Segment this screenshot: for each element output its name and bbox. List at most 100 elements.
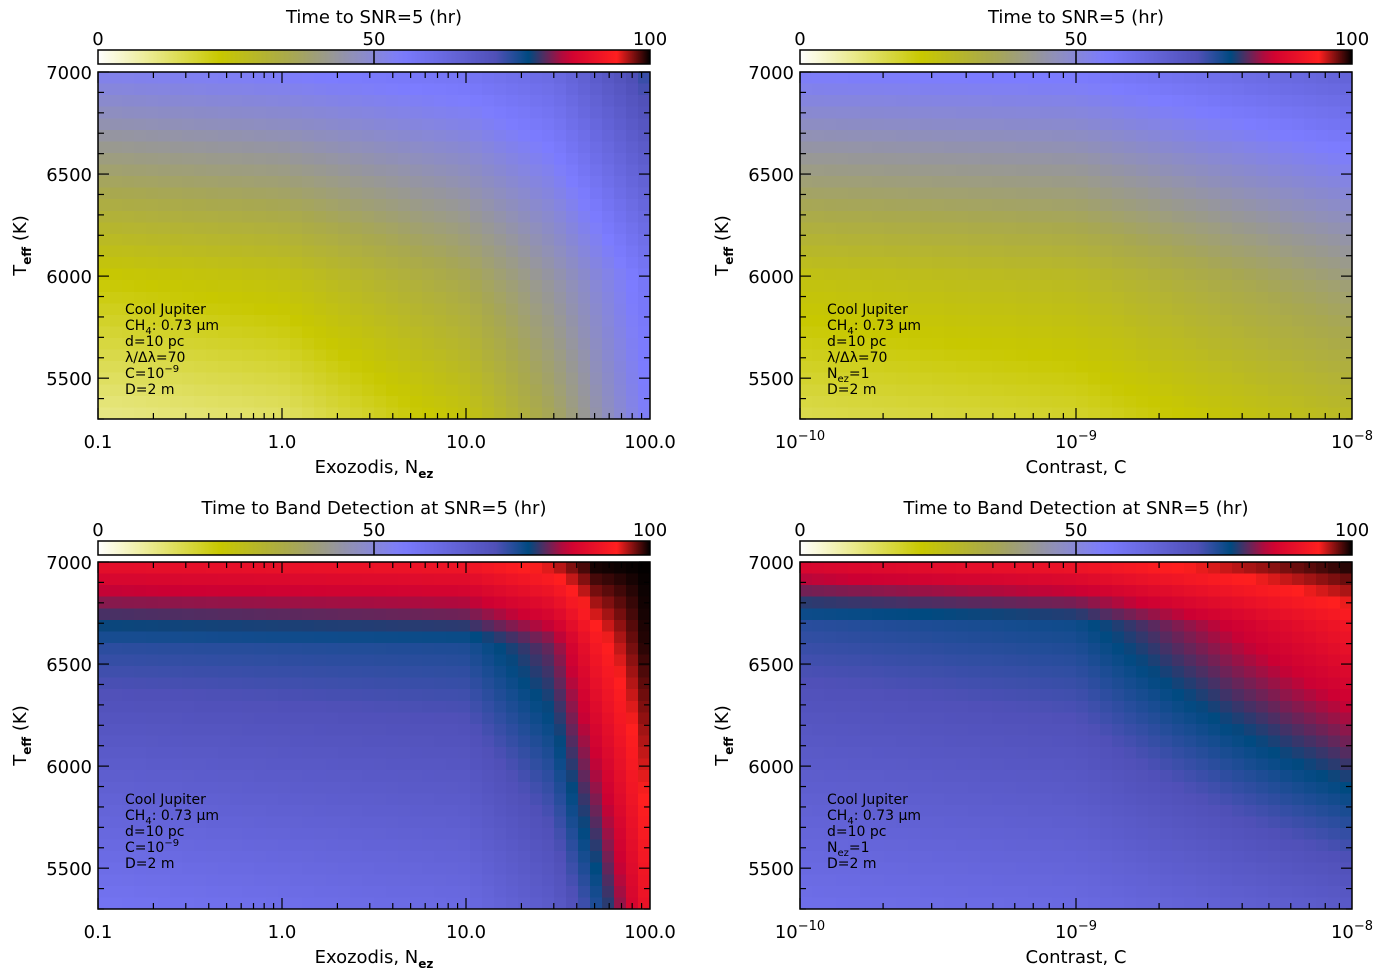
heatmap-cell <box>110 141 123 154</box>
heatmap-cell <box>1280 338 1293 351</box>
heatmap-cell <box>494 608 507 621</box>
heatmap-cell <box>800 164 813 177</box>
heatmap-cell <box>1196 608 1209 621</box>
heatmap-cell <box>482 631 495 644</box>
heatmap-cell <box>542 619 555 632</box>
heatmap-cell <box>338 631 351 644</box>
heatmap-cell <box>98 245 111 258</box>
heatmap-cell <box>1148 210 1161 223</box>
heatmap-cell <box>884 280 897 293</box>
heatmap-cell <box>1112 210 1125 223</box>
heatmap-cell <box>1256 152 1269 166</box>
heatmap-cell <box>800 338 813 351</box>
heatmap-cell <box>278 187 291 200</box>
heatmap-cell <box>1280 187 1293 200</box>
heatmap-cell <box>326 781 339 794</box>
heatmap-cell <box>578 72 591 85</box>
heatmap-cell <box>110 303 123 316</box>
heatmap-cell <box>1196 395 1209 409</box>
heatmap-cell <box>1256 372 1269 385</box>
heatmap-cell <box>338 222 351 235</box>
heatmap-cell <box>398 562 411 575</box>
heatmap-cell <box>254 349 267 362</box>
heatmap-cell <box>410 141 423 154</box>
heatmap-cell <box>386 141 399 154</box>
heatmap-cell <box>1232 619 1245 632</box>
heatmap-cell <box>446 95 459 108</box>
heatmap-cell <box>1172 245 1185 258</box>
heatmap-cell <box>1172 585 1185 598</box>
heatmap-cell <box>566 303 579 316</box>
heatmap-cell <box>158 897 171 910</box>
heatmap-cell <box>1136 233 1149 247</box>
heatmap-cell <box>1052 654 1065 667</box>
heatmap-cell <box>386 187 399 200</box>
heatmap-cell <box>1016 407 1029 420</box>
heatmap-cell <box>350 280 363 293</box>
heatmap-cell <box>254 152 267 166</box>
heatmap-cell <box>230 83 243 96</box>
heatmap-cell <box>374 384 387 397</box>
heatmap-cell <box>506 152 519 166</box>
heatmap-cell <box>158 758 171 771</box>
annotation-line: CH4: 0.73 μm <box>125 808 219 827</box>
heatmap-cell <box>956 106 969 119</box>
heatmap-cell <box>254 83 267 96</box>
heatmap-cell <box>350 747 363 760</box>
heatmap-cell <box>254 407 267 420</box>
heatmap-cell <box>1100 596 1113 609</box>
heatmap-cell <box>626 735 639 748</box>
heatmap-cell <box>1112 187 1125 200</box>
heatmap-cell <box>1004 268 1017 281</box>
heatmap-cell <box>1100 361 1113 374</box>
heatmap-cell <box>158 585 171 598</box>
heatmap-cell <box>956 372 969 385</box>
heatmap-cell <box>542 874 555 887</box>
heatmap-cell <box>860 338 873 351</box>
heatmap-cell <box>218 210 231 223</box>
heatmap-cell <box>1124 129 1137 142</box>
heatmap-cell <box>290 361 303 374</box>
heatmap-cell <box>446 129 459 142</box>
heatmap-cell <box>314 118 327 131</box>
heatmap-cell <box>884 585 897 598</box>
heatmap-cell <box>494 897 507 910</box>
heatmap-cell <box>122 631 135 644</box>
heatmap-cell <box>458 700 471 713</box>
heatmap-cell <box>956 199 969 212</box>
heatmap-cell <box>1016 95 1029 108</box>
heatmap-cell <box>218 361 231 374</box>
heatmap-cell <box>422 245 435 258</box>
heatmap-cell <box>1208 349 1221 362</box>
heatmap-cell <box>1136 118 1149 131</box>
heatmap-cell <box>980 384 993 397</box>
heatmap-cell <box>1232 666 1245 679</box>
heatmap-cell <box>602 781 615 794</box>
heatmap-cell <box>446 897 459 910</box>
heatmap-cell <box>530 573 543 586</box>
heatmap-cell <box>1088 361 1101 374</box>
heatmap-cell <box>872 596 885 609</box>
heatmap-cell <box>1136 585 1149 598</box>
heatmap-cell <box>290 781 303 794</box>
heatmap-cell <box>1112 314 1125 328</box>
heatmap-cell <box>614 280 627 293</box>
heatmap-cell <box>1052 233 1065 247</box>
heatmap-cell <box>638 874 651 887</box>
heatmap-cell <box>626 384 639 397</box>
heatmap-cell <box>980 95 993 108</box>
heatmap-cell <box>398 862 411 875</box>
heatmap-cell <box>350 141 363 154</box>
heatmap-cell <box>1016 245 1029 258</box>
heatmap-cell <box>434 407 447 420</box>
heatmap-cell <box>482 897 495 910</box>
heatmap-cell <box>1124 631 1137 644</box>
heatmap-cell <box>506 83 519 96</box>
heatmap-cell <box>134 106 147 119</box>
heatmap-cell <box>1172 187 1185 200</box>
heatmap-cell <box>1148 176 1161 189</box>
heatmap-cell <box>1100 222 1113 235</box>
heatmap-cell <box>884 303 897 316</box>
heatmap-cell <box>1028 222 1041 235</box>
heatmap-cell <box>1076 257 1089 270</box>
